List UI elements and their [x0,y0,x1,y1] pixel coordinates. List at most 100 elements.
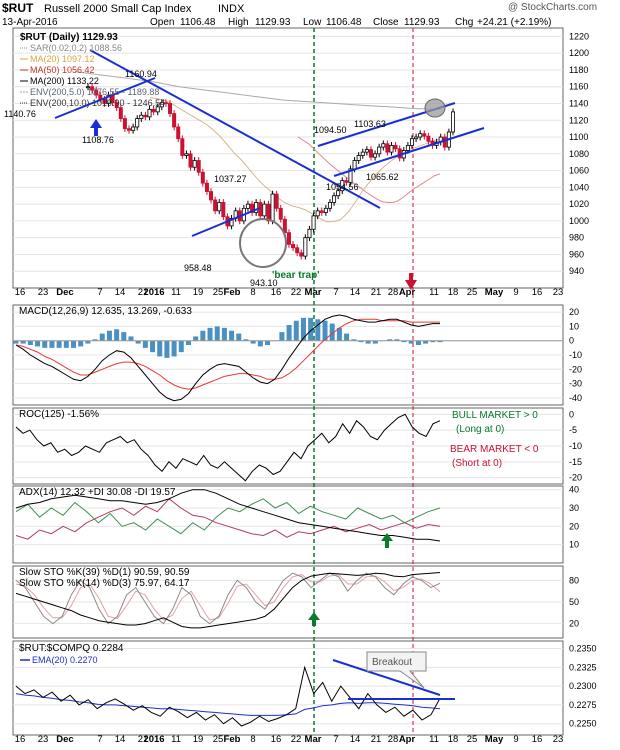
x-tick-label: 14 [350,287,361,298]
sell-arrow-icon [405,273,417,290]
x-tick-label: 9 [513,734,518,745]
x-tick-label: 25 [213,287,224,298]
long-at-0-label: (Long at 0) [456,424,504,435]
x-tick-label: May [485,287,504,298]
candle-body [405,145,410,151]
y-tick-label: 960 [569,249,584,259]
chg-value: +24.21 (+2.19%) [477,17,552,28]
ratio-panel [15,659,455,727]
macd-histogram-bar [329,323,335,341]
y-tick-label: 1140 [569,98,588,108]
candle-body [303,237,308,257]
label-1065-62: 1065.62 [366,172,399,182]
x-tick-label: 18 [448,734,459,745]
candle-body [266,203,271,222]
breakout-highlight [424,98,446,118]
candle-body [200,171,205,184]
x-tick-label: Mar [305,734,322,745]
candle-body [418,133,423,138]
macd-histogram-bar [243,339,249,341]
macd-histogram-bar [336,327,342,341]
candle-body [368,149,373,158]
candle-body [143,114,148,118]
macd-histogram-bar [200,330,206,341]
x-tick-label: 8 [250,734,255,745]
candle-body [344,180,349,183]
y-tick-label: -5 [569,425,577,435]
roc-title: ROC(125) -1.56% [19,409,99,420]
y-tick-label: 80 [569,575,579,585]
candle-body [106,94,111,104]
macd-histogram-bar [344,333,350,341]
x-tick-label: 23 [38,734,49,745]
low-label: Low [303,17,322,28]
exchange-label: INDX [218,3,245,15]
macd-histogram-bar [401,340,407,343]
macd-histogram-bar [308,317,314,341]
macd-histogram-bar [114,329,120,341]
macd-histogram-bar [121,332,127,341]
y-tick-label: 1160 [569,82,588,92]
x-tick-label: 21 [138,287,149,298]
adx-line [15,489,441,542]
macd-histogram-bar [365,340,371,344]
x-tick-label: 7 [333,287,338,298]
macd-histogram-bar [135,340,141,344]
legend-ma200: MA(200) 1133.22 [30,76,99,86]
candle-body [360,151,365,156]
candle-body [254,202,259,213]
macd-histogram-bar [394,339,400,341]
y-tick-label: 1060 [569,166,589,176]
y-tick-label: 1100 [569,132,588,142]
y-tick-label: -10 [569,350,582,360]
label-1054-56: 1054.56 [326,182,359,192]
x-tick-label: 28 [388,287,399,298]
label-1103-63: 1103.63 [354,119,386,129]
x-tick-label: 21 [371,734,382,745]
candle-body [90,86,95,91]
candle-body [409,138,414,146]
legend-ma20: MA(20) 1097.12 [30,54,95,64]
label-943-10: 943.10 [250,278,278,288]
y-tick-label: 40 [569,485,579,495]
y-axis-ticks: 9409609801000102010401060108011001120114… [569,31,597,728]
ma50-line [297,136,441,203]
macd-line [15,314,440,402]
x-tick-label: 2016 [143,734,164,745]
x-tick-label: 16 [15,734,26,745]
candle-body [377,146,382,155]
x-tick-label: 14 [350,734,361,745]
macd-histogram-bar [430,340,436,343]
candle-body [180,138,185,156]
close-label: Close [373,17,399,28]
y-tick-label: 20 [569,619,579,629]
macd-histogram-bar [185,340,191,345]
trendline [54,77,156,119]
candle-body [356,155,361,161]
trendline [333,127,485,177]
macd-histogram-bar [279,332,285,341]
macd-histogram-bar [13,340,19,344]
x-tick-label: 8 [250,287,255,298]
sto-panel [15,572,441,629]
macd-histogram-bar [265,340,271,345]
candle-body [307,228,312,239]
x-tick-label: Apr [399,734,416,745]
ma20-line [149,97,441,223]
price-legend: $RUT (Daily) 1129.93 SAR(0.02,0.2) 1088.… [20,32,165,108]
macd-histogram-bar [351,339,357,341]
candle-body [262,203,267,217]
y-tick-label: 1020 [569,199,589,209]
candle-body [291,243,296,249]
macd-histogram-bar [35,340,41,347]
macd-histogram-bar [221,327,227,341]
x-tick-label: 14 [115,287,126,298]
candle-body [86,86,91,89]
y-tick-label: 1080 [569,149,589,159]
x-tick-label: 25 [467,734,478,745]
y-tick-label: -10 [569,441,582,451]
x-tick-label: Dec [56,734,73,745]
macd-histogram-bar [150,340,156,353]
x-tick-label: Feb [224,734,241,745]
candle-body [327,202,332,209]
